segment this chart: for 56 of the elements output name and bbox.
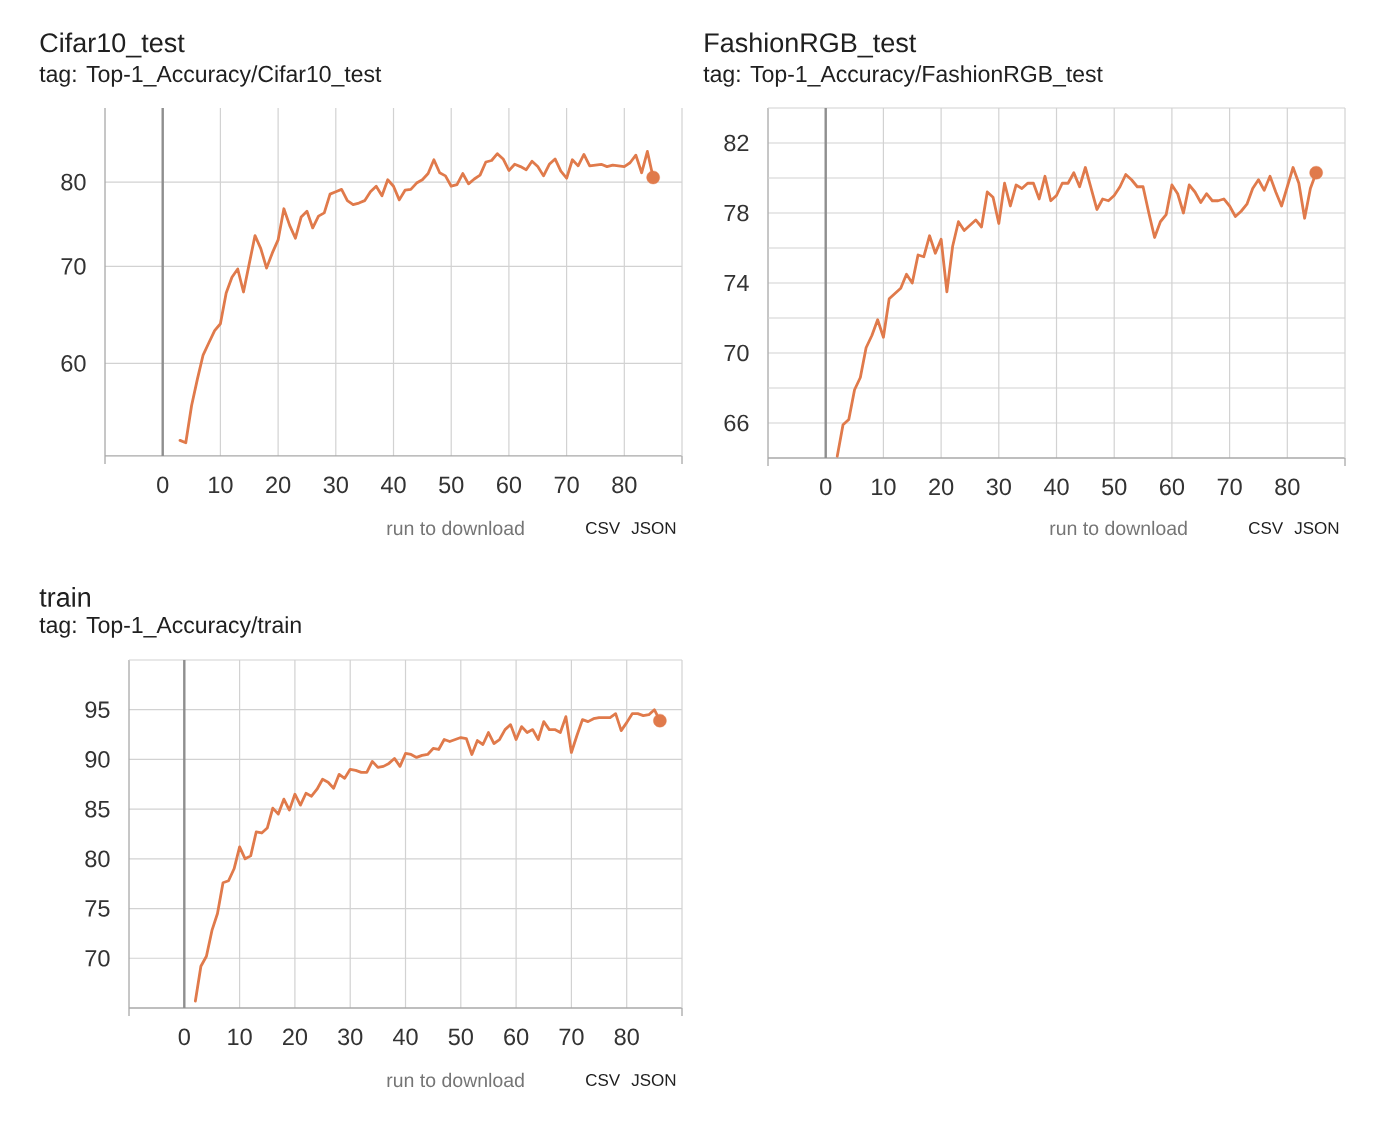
x-tick-label: 70 bbox=[1217, 478, 1242, 496]
y-tick-label: 80 bbox=[85, 850, 110, 868]
x-tick-label: 20 bbox=[283, 1028, 308, 1046]
text: CSV bbox=[586, 521, 621, 535]
text: run to download bbox=[1050, 520, 1187, 536]
x-tick-label: 10 bbox=[228, 1028, 252, 1046]
y-tick-label: 90 bbox=[85, 751, 110, 768]
chart-title: FashionRGB_test bbox=[705, 32, 917, 58]
y-tick-label: 70 bbox=[724, 344, 749, 362]
y-tick-label: 74 bbox=[724, 274, 749, 292]
y-tick-label: 78 bbox=[724, 204, 749, 222]
chart-title: train bbox=[39, 587, 90, 607]
text: JSON bbox=[631, 1073, 676, 1087]
x-tick-label: 20 bbox=[266, 476, 291, 494]
y-tick-label: 85 bbox=[85, 800, 110, 818]
x-tick-label: 30 bbox=[323, 476, 348, 494]
x-tick-label: 50 bbox=[1102, 478, 1127, 496]
x-tick-label: 40 bbox=[380, 476, 406, 494]
x-tick-label: 10 bbox=[872, 478, 896, 496]
x-tick-label: 60 bbox=[504, 1028, 529, 1046]
text: run to download bbox=[387, 520, 524, 536]
y-tick-label: 95 bbox=[85, 701, 110, 719]
x-tick-label: 60 bbox=[1160, 478, 1185, 496]
text: CSV bbox=[1249, 521, 1284, 535]
text: JSON bbox=[631, 521, 676, 535]
x-tick-label: 70 bbox=[554, 476, 579, 494]
text: run to download bbox=[387, 1072, 524, 1088]
x-tick-label: 10 bbox=[209, 476, 233, 494]
chart-title: Cifar10_test bbox=[40, 32, 185, 58]
x-tick-label: 40 bbox=[392, 1028, 418, 1046]
chart-subtitle: tag: Top-1_Accuracy/FashionRGB_test bbox=[703, 65, 1103, 87]
x-tick-label: 30 bbox=[986, 478, 1011, 496]
y-tick-label: 70 bbox=[85, 949, 110, 967]
x-tick-label: 0 bbox=[178, 1028, 190, 1046]
text: JSON bbox=[1294, 521, 1339, 535]
x-tick-label: 70 bbox=[559, 1028, 584, 1046]
x-tick-label: 30 bbox=[338, 1028, 363, 1046]
x-tick-label: 80 bbox=[1275, 478, 1300, 496]
x-tick-label: 0 bbox=[820, 478, 832, 496]
x-tick-label: 40 bbox=[1043, 478, 1069, 496]
y-tick-label: 82 bbox=[724, 134, 749, 152]
x-tick-label: 80 bbox=[614, 1028, 639, 1046]
text: CSV bbox=[586, 1073, 621, 1087]
x-tick-label: 60 bbox=[497, 476, 522, 494]
x-tick-label: 80 bbox=[612, 476, 637, 494]
y-tick-label: 80 bbox=[61, 173, 86, 191]
y-tick-label: 75 bbox=[85, 900, 110, 917]
chart-subtitle: tag: Top-1_Accuracy/Cifar10_test bbox=[39, 65, 382, 87]
x-tick-label: 20 bbox=[929, 478, 954, 496]
y-tick-label: 60 bbox=[61, 355, 86, 372]
x-tick-label: 0 bbox=[157, 476, 169, 494]
chart-subtitle: tag: Top-1_Accuracy/train bbox=[39, 616, 301, 638]
y-tick-label: 66 bbox=[724, 414, 749, 432]
x-tick-label: 50 bbox=[448, 1028, 473, 1046]
y-tick-label: 70 bbox=[61, 258, 86, 275]
x-tick-label: 50 bbox=[439, 476, 464, 494]
